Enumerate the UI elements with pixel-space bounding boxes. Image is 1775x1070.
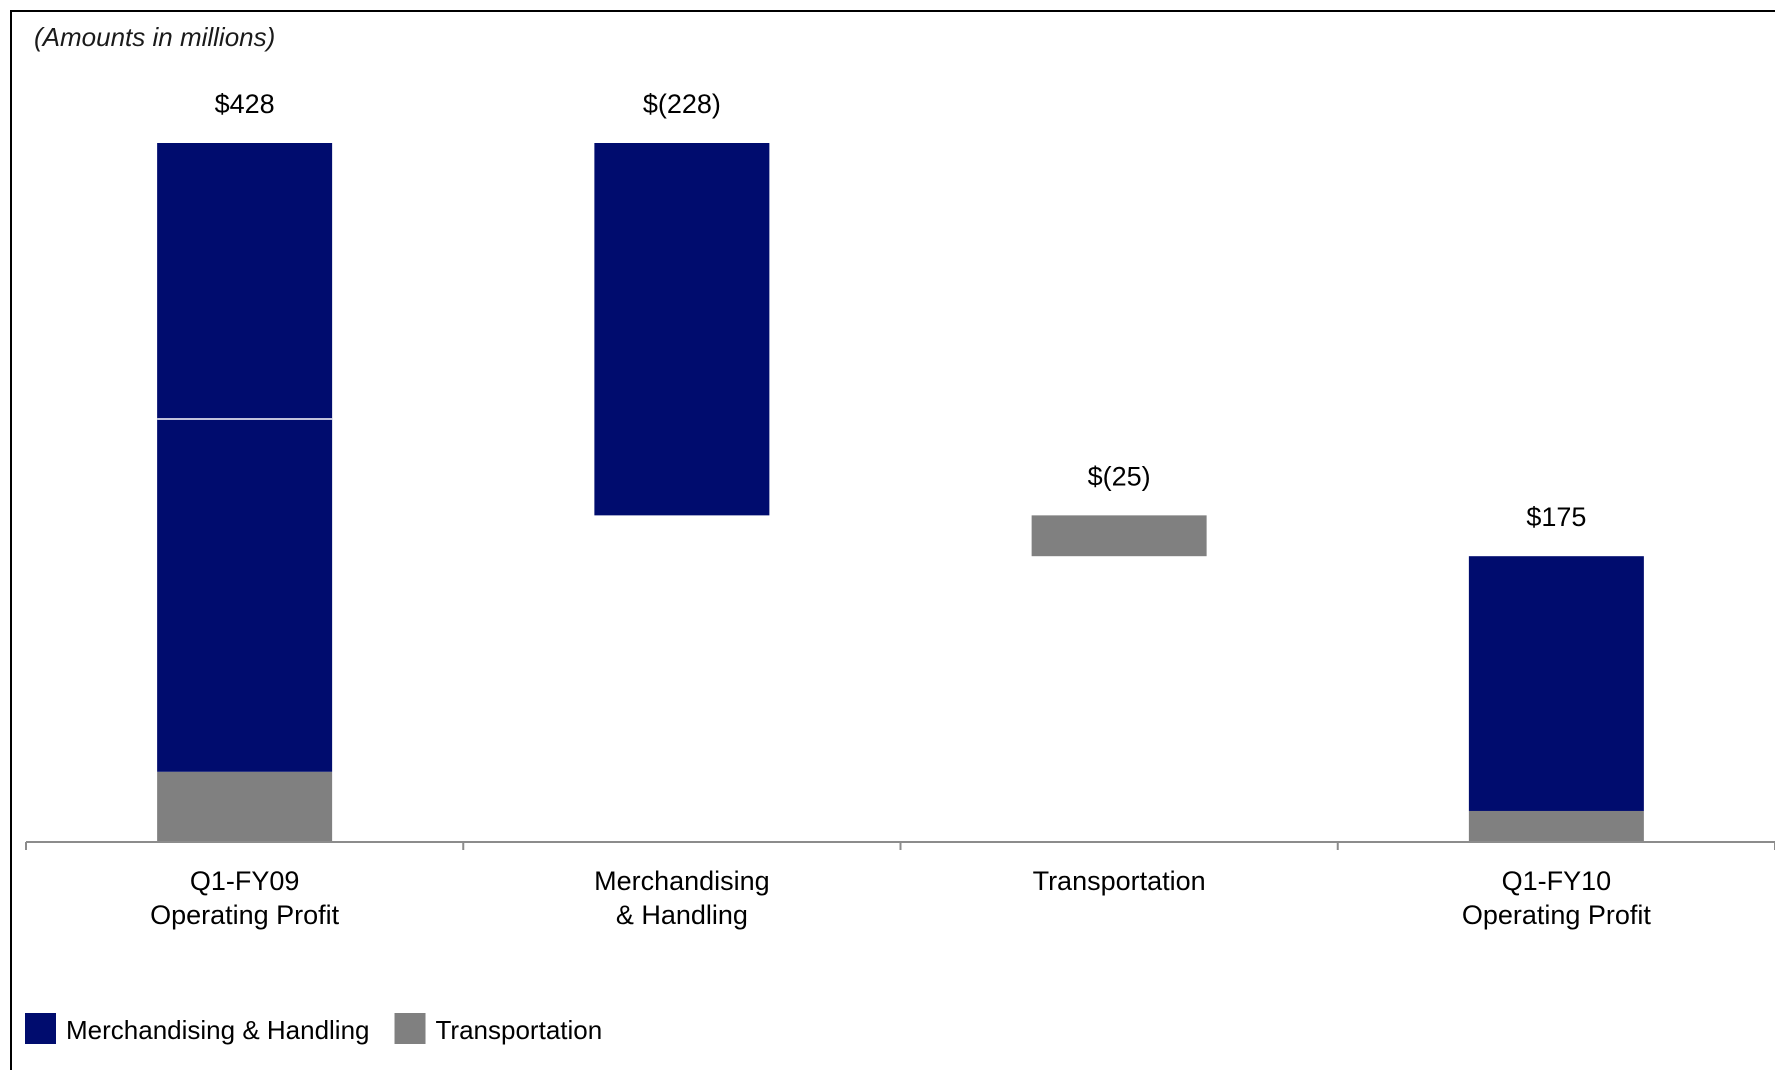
legend-swatch-0 — [25, 1013, 56, 1044]
amounts-note: (Amounts in millions) — [34, 22, 275, 52]
chart-frame — [10, 10, 1775, 1070]
category-label-0-0: Q1-FY09 — [190, 866, 300, 896]
legend-label-1: Transportation — [436, 1015, 603, 1045]
category-label-3-1: Operating Profit — [1462, 900, 1652, 930]
value-label-3: $175 — [1526, 502, 1586, 532]
legend-label-0: Merchandising & Handling — [66, 1015, 370, 1045]
value-label-1: $(228) — [643, 89, 721, 119]
labels-layer: $428 Q1-FY09 Operating Profit $(228) Merchan… — [150, 89, 1651, 930]
category-label-0-1: Operating Profit — [150, 900, 340, 930]
bar-merchandising-handling-0 — [157, 143, 333, 772]
category-label-1-1: & Handling — [616, 900, 748, 930]
bars-layer — [157, 143, 1644, 842]
category-label-3-0: Q1-FY10 — [1502, 866, 1612, 896]
value-label-2: $(25) — [1088, 461, 1151, 491]
bar-transportation-0 — [157, 771, 333, 842]
value-label-0: $428 — [215, 89, 275, 119]
bar-transportation-2 — [1031, 515, 1207, 557]
legend-swatch-1 — [394, 1013, 426, 1044]
category-label-1-0: Merchandising — [594, 866, 770, 896]
x-axis — [25, 841, 1775, 850]
category-label-2-0: Transportation — [1033, 866, 1206, 896]
bar-merchandising-handling-3 — [1468, 556, 1644, 811]
legend: Merchandising & Handling Transportation — [25, 1013, 602, 1045]
bar-merchandising-handling-1 — [594, 143, 770, 516]
bar-transportation-3 — [1468, 810, 1644, 842]
